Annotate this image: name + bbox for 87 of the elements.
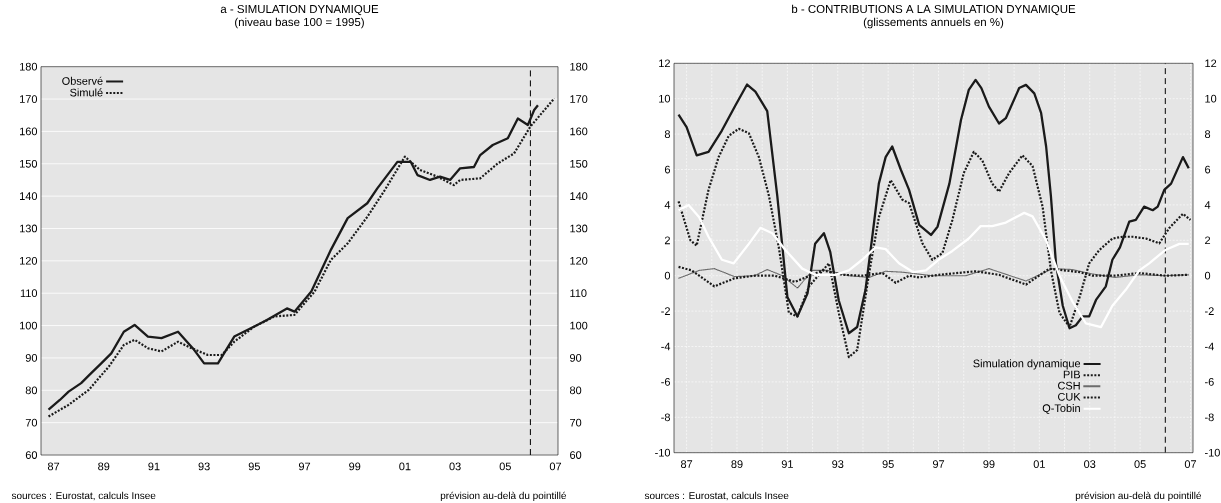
y-tick-label: 180 <box>20 62 38 71</box>
chart-subtitle: (glissements annuels en %) <box>863 17 1004 29</box>
y2-tick-label: -10 <box>1204 448 1220 457</box>
text: prévision au-delà du pointillé <box>440 491 566 502</box>
y2-tick-label: 12 <box>1205 59 1217 68</box>
y2-tick-label: -8 <box>1204 413 1214 422</box>
x-tick-label: 01 <box>1033 460 1045 468</box>
x-tick-label: 97 <box>298 462 311 471</box>
y2-tick-label: 80 <box>569 386 582 395</box>
y-tick-label: -10 <box>655 448 671 457</box>
x-tick-label: 05 <box>1134 460 1146 468</box>
y2-tick-label: -4 <box>1204 342 1214 351</box>
y-tick-label: -2 <box>661 307 670 315</box>
legend-label: PIB <box>1063 370 1081 379</box>
y2-tick-label: 100 <box>570 321 588 330</box>
source-note: sources : Eurostat, calculs Insee <box>11 491 156 501</box>
x-tick-label: 05 <box>499 462 511 471</box>
y-tick-label: 100 <box>20 321 38 330</box>
y2-tick-label: -2 <box>1204 307 1214 315</box>
y2-tick-label: 110 <box>570 289 587 298</box>
x-tick-label: 99 <box>983 460 995 468</box>
y-tick-label: 110 <box>20 289 38 298</box>
legend-label: Simulé <box>70 88 103 97</box>
x-tick-label: 93 <box>832 460 844 468</box>
y2-tick-label: 6 <box>1205 165 1211 174</box>
x-tick-label: 87 <box>680 460 693 468</box>
y2-tick-label: 180 <box>570 62 588 71</box>
y-tick-label: 170 <box>20 95 38 103</box>
x-tick-label: 89 <box>98 462 110 471</box>
x-tick-label: 97 <box>932 460 945 468</box>
legend-label: CUK <box>1058 392 1081 401</box>
y-tick-label: 60 <box>25 451 38 459</box>
y2-tick-label: 0 <box>1204 271 1211 280</box>
x-tick-label: 95 <box>248 462 260 471</box>
y-tick-label: 80 <box>25 386 38 395</box>
y2-tick-label: 60 <box>570 451 582 459</box>
y2-tick-label: 10 <box>1205 94 1217 103</box>
y2-tick-label: -6 <box>1204 378 1214 386</box>
y-tick-label: 2 <box>664 236 670 245</box>
legend-label: CSH <box>1058 381 1080 390</box>
y2-tick-label: 2 <box>1205 236 1211 245</box>
chart-subtitle: (niveau base 100 = 1995) <box>235 17 364 29</box>
y2-tick-label: 130 <box>570 224 588 233</box>
x-tick-label: 03 <box>1084 460 1096 468</box>
y-tick-label: 140 <box>20 192 38 201</box>
y-tick-label: 8 <box>664 130 670 138</box>
y-tick-label: -8 <box>661 413 670 422</box>
x-tick-label: 87 <box>47 462 60 471</box>
y-tick-label: -6 <box>661 378 670 386</box>
x-tick-label: 93 <box>198 462 210 471</box>
y-tick-label: 90 <box>25 354 38 362</box>
chart-title: a - SIMULATION DYNAMIQUE <box>220 4 379 16</box>
y2-tick-label: 150 <box>570 159 588 168</box>
legend-label: Q-Tobin <box>1042 404 1080 415</box>
source-note: sources : Eurostat, calculs Insee <box>644 491 789 501</box>
y-tick-label: 4 <box>664 201 671 209</box>
y2-tick-label: 8 <box>1204 130 1211 138</box>
legend-label: Simulation dynamique <box>973 359 1081 370</box>
y-tick-label: 130 <box>20 224 38 233</box>
y2-tick-label: 70 <box>570 418 582 427</box>
x-tick-label: 07 <box>549 462 562 471</box>
y-tick-label: 0 <box>664 271 671 280</box>
y-tick-label: 160 <box>20 127 38 136</box>
y2-tick-label: 140 <box>570 192 588 201</box>
x-tick-label: 01 <box>399 462 411 471</box>
y-tick-label: 10 <box>659 94 671 103</box>
x-tick-label: 91 <box>148 462 160 471</box>
y2-tick-label: 170 <box>570 95 588 103</box>
x-tick-label: 07 <box>1184 460 1197 468</box>
x-tick-label: 99 <box>349 462 361 471</box>
y2-tick-label: 4 <box>1204 201 1211 209</box>
x-tick-label: 91 <box>781 460 793 468</box>
y-tick-label: 12 <box>659 59 670 68</box>
y-tick-label: 70 <box>25 418 38 427</box>
text: prévision au-delà du pointillé <box>1075 491 1202 502</box>
x-tick-label: 89 <box>731 460 743 468</box>
y2-tick-label: 90 <box>570 354 582 362</box>
legend-label: Observé <box>62 76 103 85</box>
y-tick-label: 120 <box>20 256 38 265</box>
y2-tick-label: 160 <box>570 127 588 136</box>
y-tick-label: 150 <box>20 159 38 168</box>
x-tick-label: 95 <box>882 460 894 468</box>
y2-tick-label: 120 <box>570 256 588 265</box>
x-tick-label: 03 <box>449 462 461 471</box>
chart-title: b - CONTRIBUTIONS A LA SIMULATION DYNAMIQUE <box>792 4 1076 16</box>
y-tick-label: -4 <box>661 342 671 351</box>
y-tick-label: 6 <box>664 165 670 174</box>
